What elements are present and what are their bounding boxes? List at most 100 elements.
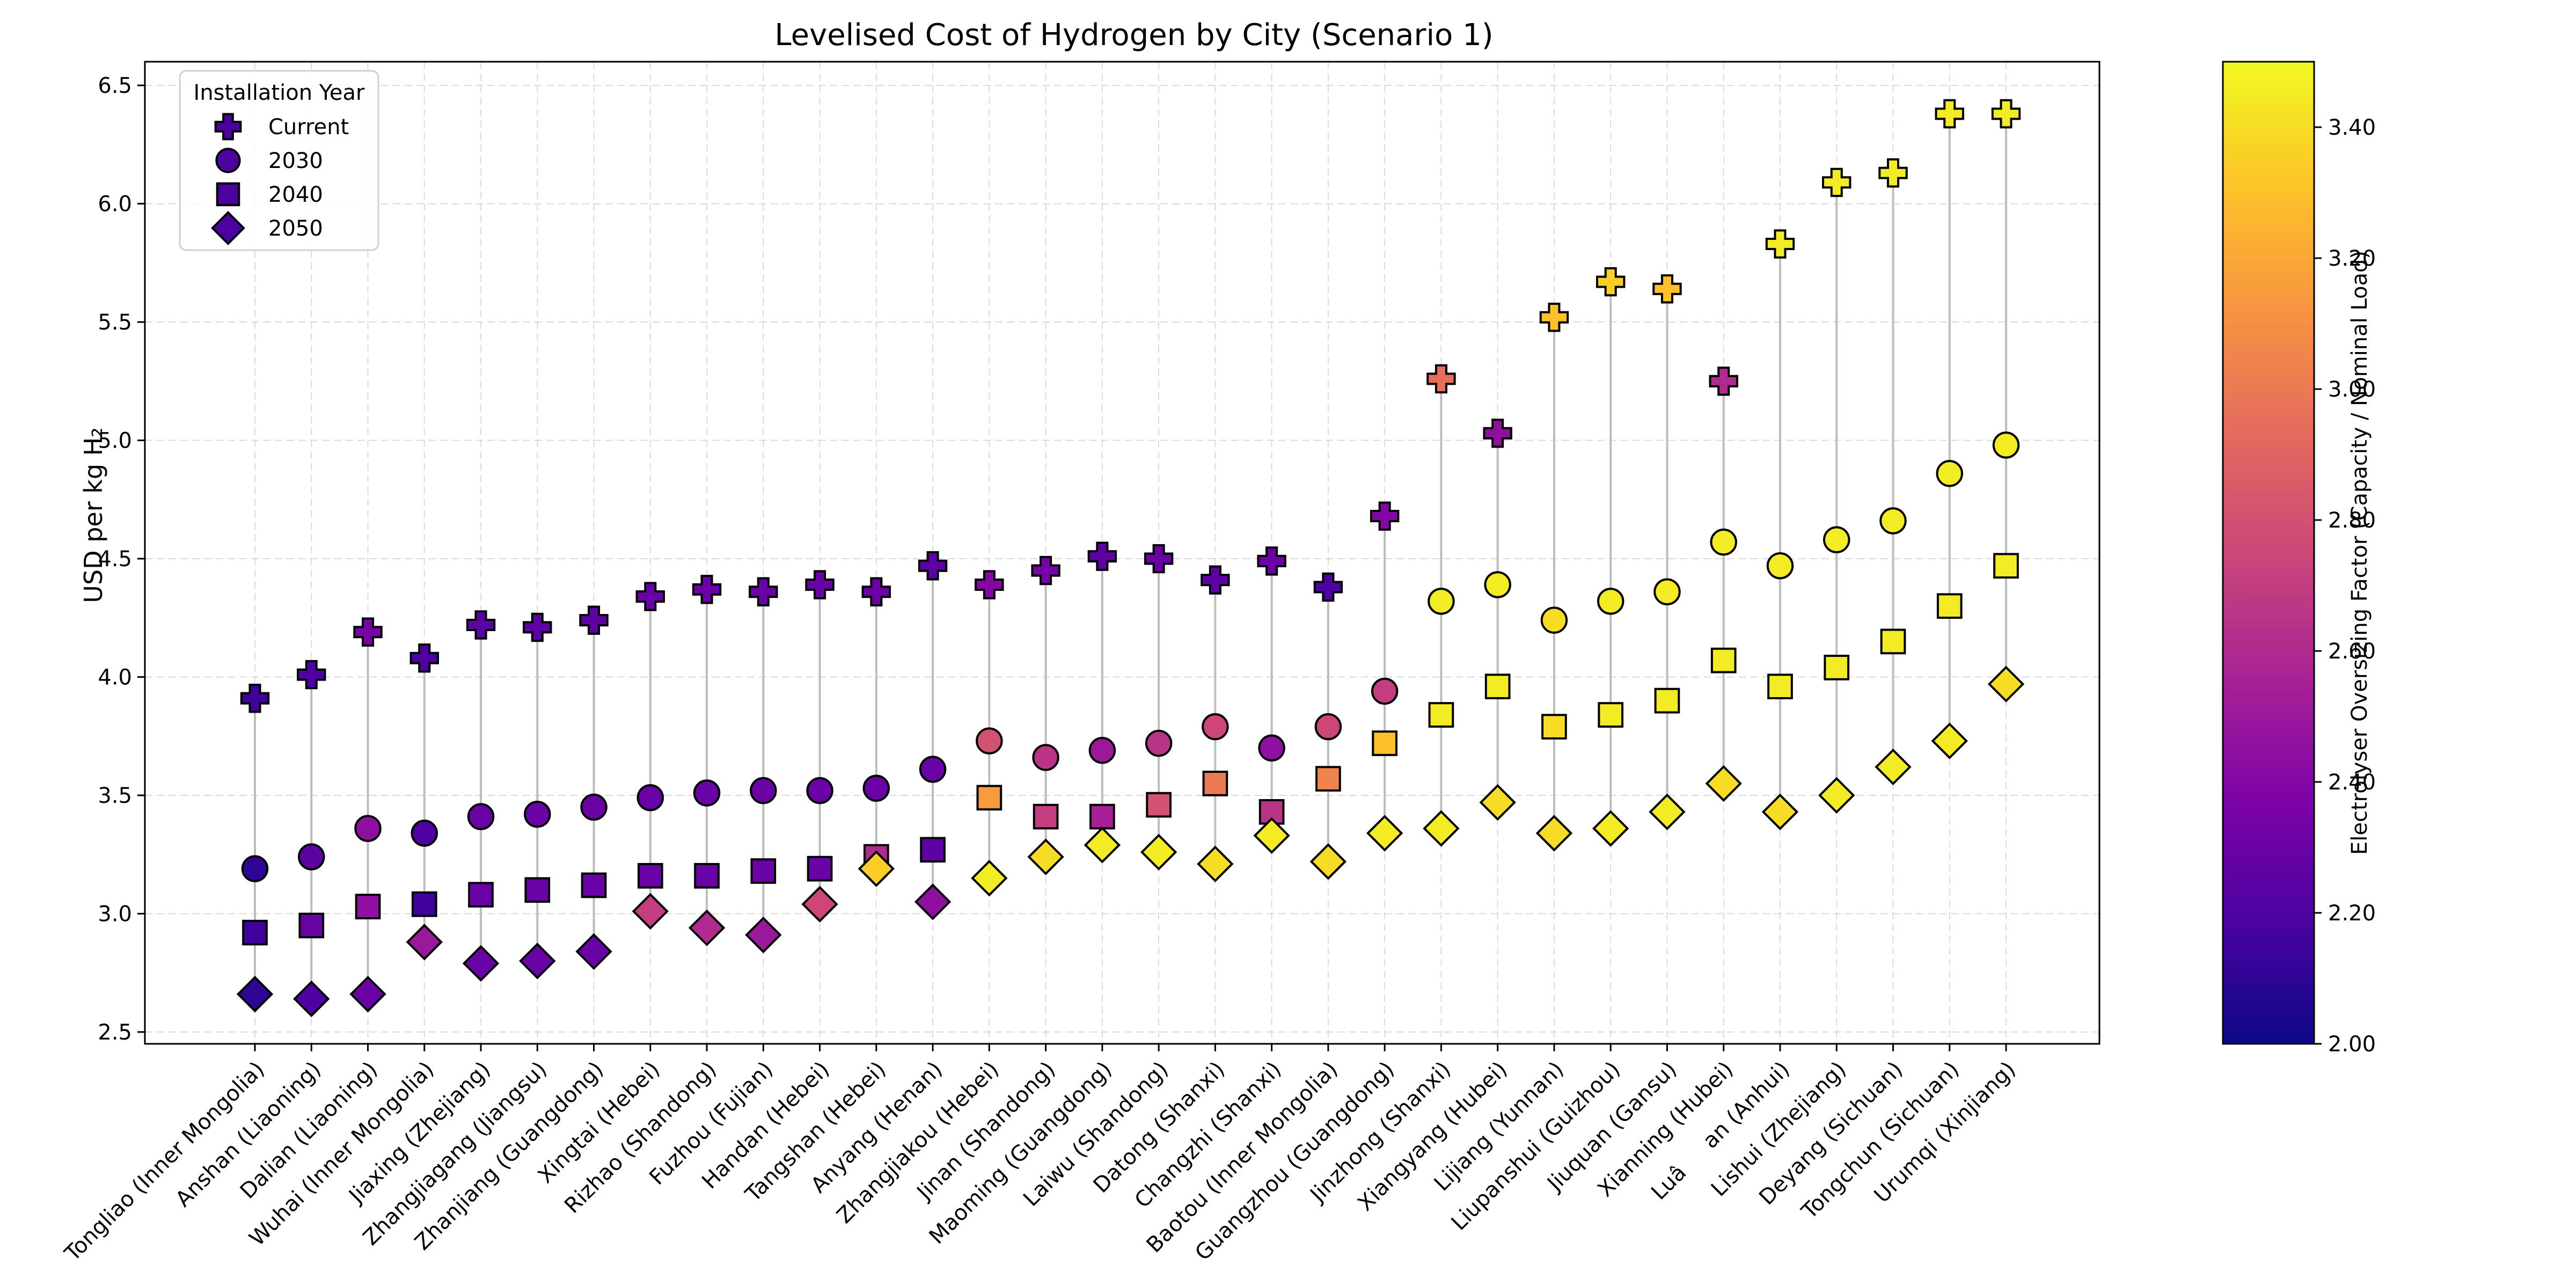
colorbar-tick-label: 3.20: [2328, 246, 2376, 271]
series-2050: [236, 665, 2025, 1018]
legend-entry-label: 2040: [268, 182, 323, 207]
circle-marker: [1484, 571, 1511, 598]
plus-marker: [1313, 572, 1343, 602]
circle-marker: [1145, 729, 1173, 757]
square-marker: [1710, 647, 1737, 674]
diamond-marker: [293, 980, 330, 1018]
legend-square-marker: [216, 182, 240, 207]
circle-marker: [580, 793, 608, 821]
circle-marker: [806, 777, 833, 804]
plus-marker: [1144, 544, 1174, 574]
colorbar-label: Electrolyser Oversizing Factor (Capacity…: [2347, 251, 2372, 855]
plus-marker: [1935, 99, 1964, 129]
plus-marker: [1257, 546, 1286, 576]
square-marker: [1598, 702, 1624, 728]
square-marker: [355, 894, 381, 920]
square-marker: [637, 863, 663, 889]
y-axis-ticks: 2.5 3.0 3.5 4.0 4.5 5.0 5.5 6.0 6.5: [98, 74, 145, 1045]
circle-marker: [1710, 528, 1737, 556]
legend: Installation Year Current 2030 2040 2050: [179, 70, 379, 251]
circle-marker: [1202, 713, 1229, 741]
plus-marker: [749, 577, 778, 606]
diamond-marker: [1309, 843, 1347, 880]
square-marker: [1767, 674, 1793, 699]
diamond-marker: [632, 892, 669, 930]
square-marker: [524, 877, 551, 903]
circle-marker: [919, 756, 947, 783]
plus-marker: [1087, 541, 1117, 571]
square-marker: [807, 855, 833, 882]
circle-marker: [976, 727, 1003, 755]
circle-marker: [1653, 578, 1681, 605]
plus-marker: [1765, 229, 1795, 259]
diamond-marker: [1592, 810, 1629, 847]
square-marker: [1936, 593, 1963, 619]
square-marker: [581, 872, 607, 898]
circle-marker: [241, 855, 269, 882]
diamond-marker: [1084, 826, 1121, 863]
legend-plus-marker: [214, 113, 242, 141]
plus-marker: [297, 660, 326, 690]
square-marker: [1880, 628, 1906, 655]
plus-marker: [1878, 158, 1908, 188]
plot-area: 2.5 3.0 3.5 4.0 4.5 5.0 5.5 6.0 6.5 Tongliao (Inn…: [60, 61, 2101, 1267]
diamond-marker: [1423, 810, 1460, 847]
circle-marker: [750, 777, 777, 804]
plus-marker: [1483, 419, 1512, 448]
grid: [145, 62, 2099, 1044]
colorbar-tick-label: 3.40: [2328, 115, 2376, 140]
diamond-marker: [1197, 845, 1234, 883]
legend-circle-marker: [215, 148, 241, 173]
colorbar-tick-label: 2.60: [2328, 639, 2376, 664]
circle-marker: [1088, 736, 1116, 764]
diamond-marker: [801, 885, 838, 923]
circle-marker: [1032, 744, 1059, 771]
diamond-marker: [1140, 833, 1177, 871]
circle-marker: [298, 843, 325, 870]
plus-marker: [975, 570, 1004, 599]
square-marker: [242, 919, 268, 946]
legend-entry-label: 2030: [268, 149, 323, 173]
circle-marker: [1258, 734, 1285, 762]
y-tick-label: 2.5: [98, 1020, 132, 1045]
plus-marker: [579, 605, 609, 635]
diamond-marker: [1535, 815, 1573, 852]
diamond-marker: [406, 924, 443, 961]
plus-marker: [635, 582, 665, 611]
y-axis-label: USD per kg H₂: [79, 427, 108, 603]
plus-marker: [1652, 274, 1682, 304]
square-marker: [750, 858, 777, 884]
circle-marker: [1936, 460, 1963, 487]
circle-marker: [467, 803, 495, 830]
circle-marker: [1540, 606, 1568, 634]
series-2030: [241, 431, 2020, 882]
diamond-marker: [1931, 722, 1968, 759]
legend-entry-label: 2050: [268, 216, 323, 241]
connector-lines: [254, 114, 2007, 999]
plus-marker: [861, 577, 891, 606]
diamond-marker: [349, 976, 386, 1013]
plus-marker: [409, 643, 439, 673]
plot-frame: [144, 61, 2101, 1045]
circle-marker: [1428, 588, 1455, 615]
square-marker: [1824, 655, 1850, 680]
square-marker: [1315, 766, 1341, 792]
square-marker: [1089, 803, 1115, 830]
plus-marker: [1709, 367, 1738, 396]
diamond-marker: [914, 883, 952, 920]
diamond-marker: [745, 916, 782, 954]
square-marker: [1428, 702, 1454, 728]
diamond-marker: [1253, 817, 1290, 854]
plus-marker: [240, 683, 270, 713]
y-tick-label: 6.5: [98, 74, 132, 98]
plus-marker: [692, 575, 722, 604]
colorbar-tick-label: 2.00: [2328, 1032, 2376, 1057]
diamond-marker: [858, 850, 895, 887]
plus-marker: [918, 551, 948, 581]
legend-title: Installation Year: [194, 80, 365, 105]
diamond-marker: [688, 909, 726, 947]
colorbar-gradient: [2222, 61, 2315, 1045]
diamond-marker: [1649, 793, 1686, 831]
plus-marker: [1370, 501, 1400, 531]
